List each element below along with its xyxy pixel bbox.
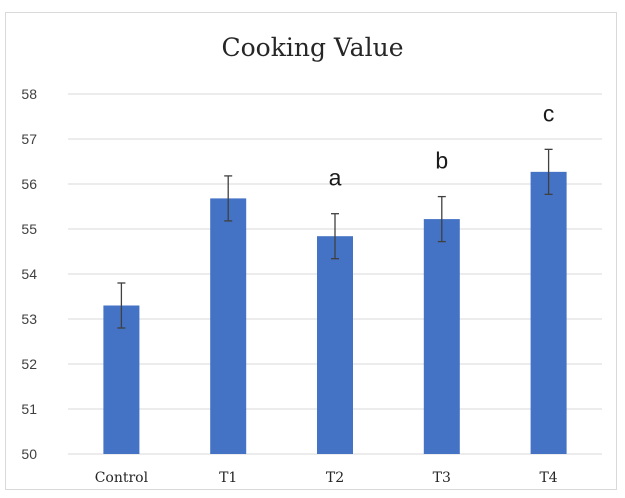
error-bar-t1 [224,175,233,222]
annotation-c: c [543,100,555,126]
x-tick-label-t3: T3 [433,470,451,486]
bar-t1 [210,198,247,454]
bar-t3 [423,219,460,454]
error-bars [117,148,553,329]
y-tick-label: 52 [21,356,37,372]
bar-control [103,305,140,454]
y-tick-label: 50 [21,446,37,462]
x-tick-label-t1: T1 [219,470,237,486]
x-tick-label-control: Control [95,470,149,486]
chart-title: Cooking Value [221,33,404,62]
y-tick-labels: 50 51 52 53 54 55 56 57 58 [21,86,37,462]
y-tick-label: 57 [21,131,37,147]
y-tick-label: 58 [21,86,37,102]
error-bar-t2 [331,213,339,260]
x-tick-label-t4: T4 [539,470,557,486]
error-bar-t3 [437,195,446,243]
x-tick-labels: Control T1 T2 T3 T4 [95,470,558,486]
annotation-b: b [435,148,448,174]
bar-t2 [317,236,353,454]
error-bar-t4 [544,148,553,196]
annotation-a: a [329,165,342,191]
x-tick-label-t2: T2 [326,470,344,486]
bars [103,171,567,454]
y-tick-label: 54 [21,266,37,282]
y-tick-label: 55 [21,221,37,237]
y-tick-label: 51 [21,401,37,417]
y-tick-label: 56 [21,176,37,192]
annotations: a b c [329,100,555,190]
bar-t4 [530,171,567,454]
error-bar-control [117,282,126,329]
y-tick-label: 53 [21,311,37,327]
